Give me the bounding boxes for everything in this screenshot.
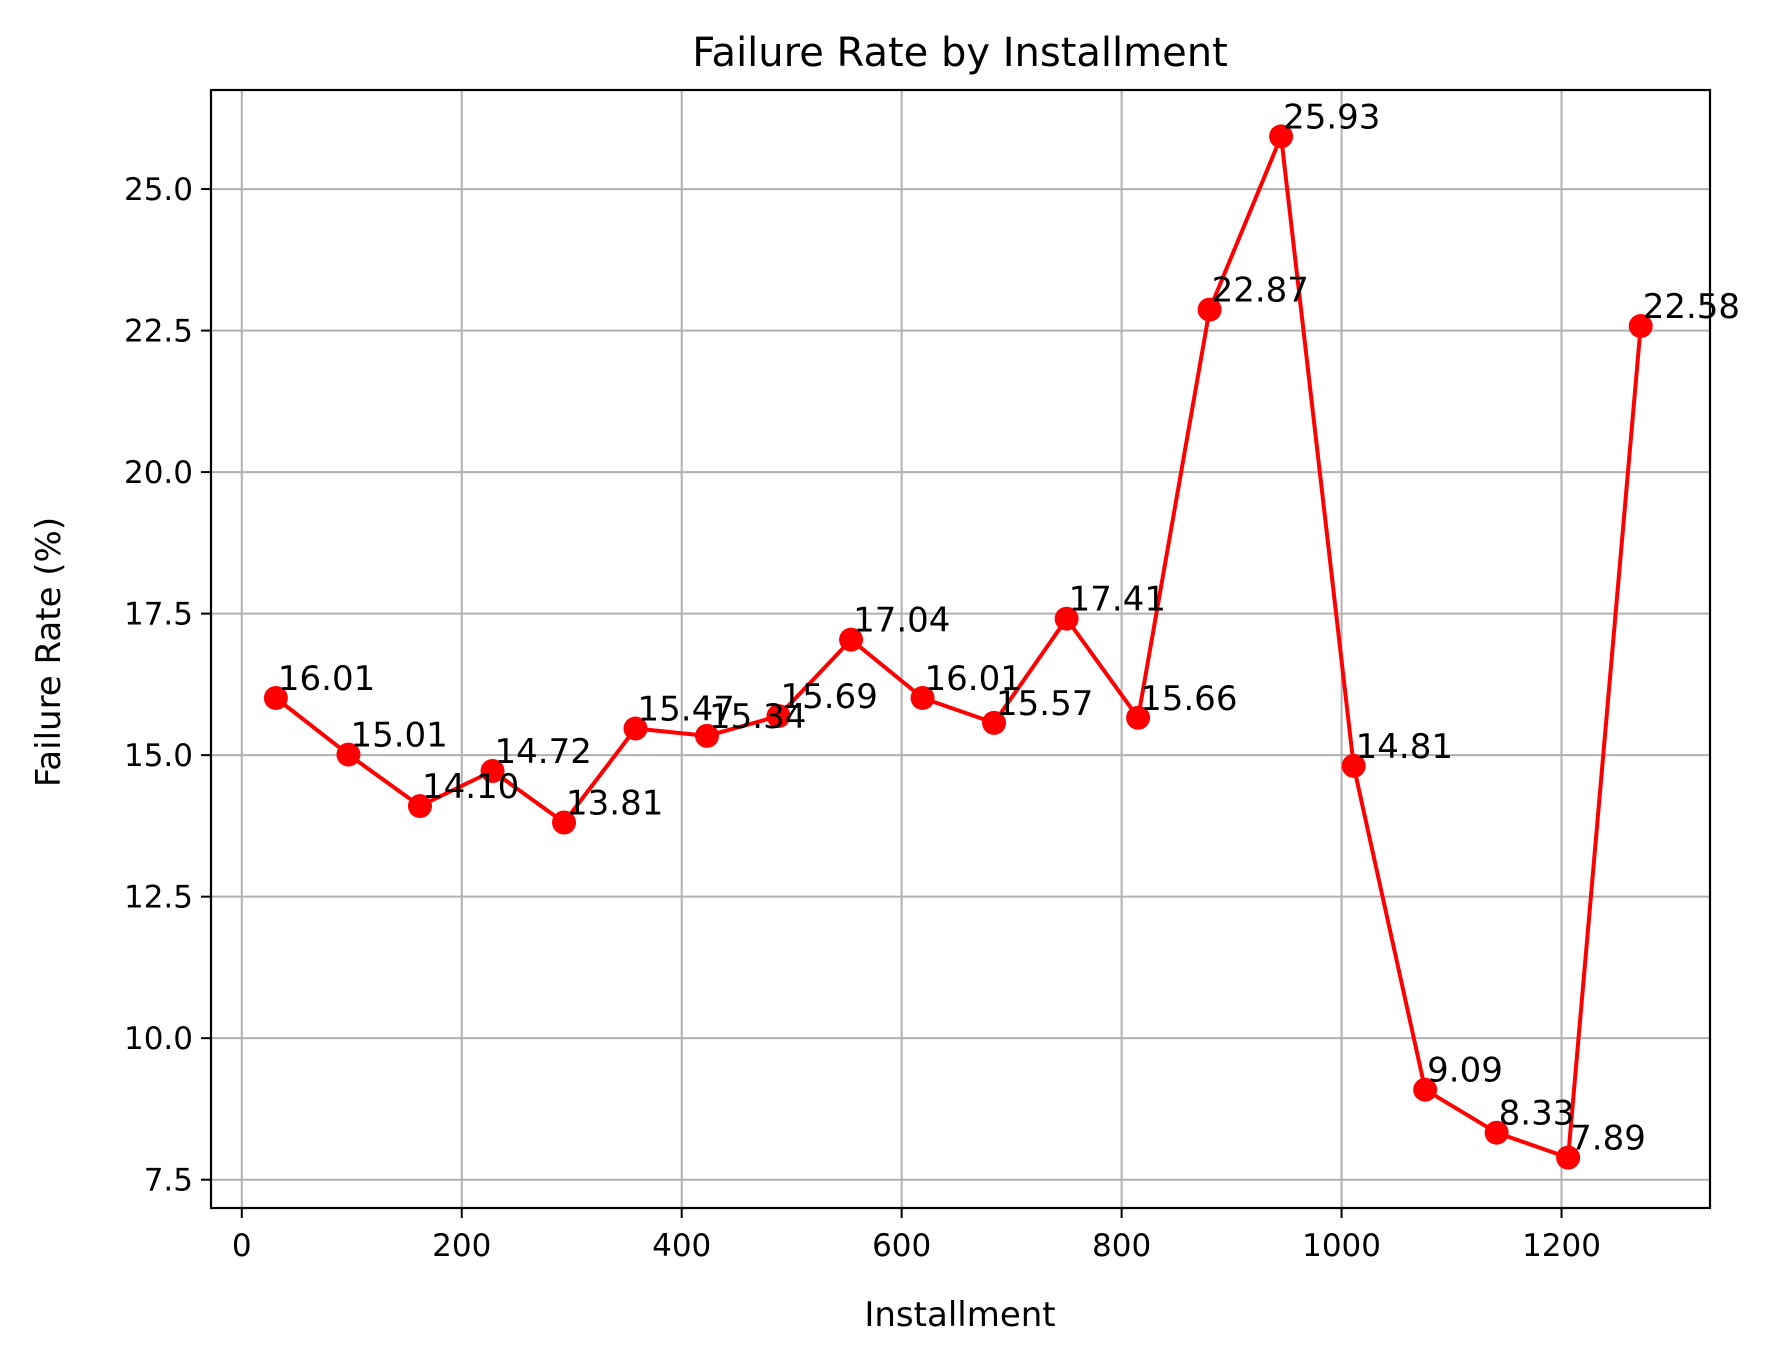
data-point [1341, 753, 1366, 778]
data-point [480, 758, 505, 783]
y-tick-label: 22.5 [124, 314, 193, 350]
data-point [766, 704, 791, 729]
y-tick-label: 15.0 [124, 738, 193, 774]
data-label: 25.93 [1283, 97, 1380, 137]
data-point [1484, 1120, 1509, 1145]
y-tick-label: 10.0 [124, 1021, 193, 1057]
x-axis-label: Installment [864, 1295, 1055, 1335]
data-point [1269, 124, 1294, 149]
data-label: 15.47 [638, 690, 735, 730]
y-tick-label: 12.5 [124, 880, 193, 916]
data-label: 14.72 [495, 732, 592, 772]
series-layer [263, 124, 1653, 1170]
x-tick-label: 200 [432, 1228, 491, 1264]
data-point [839, 627, 864, 652]
ticks: 0 200 400 600 800 1000 1200 7.5 10.0 12.5 15.0 17.5… [124, 172, 1601, 1264]
x-tick-label: 1000 [1302, 1228, 1381, 1264]
data-point [407, 794, 432, 819]
data-label: 15.01 [350, 716, 447, 756]
x-tick-label: 600 [872, 1228, 931, 1264]
data-label: 14.10 [422, 767, 519, 807]
data-point [1413, 1077, 1438, 1102]
x-tick-label: 0 [232, 1228, 252, 1264]
data-label: 16.01 [925, 659, 1022, 699]
data-label: 13.81 [566, 784, 663, 824]
chart-title: Failure Rate by Installment [692, 30, 1228, 76]
data-label: 15.57 [996, 684, 1093, 724]
data-label: 15.66 [1140, 679, 1237, 719]
data-label: 22.87 [1212, 271, 1309, 311]
data-point [1126, 705, 1151, 730]
data-point [982, 710, 1007, 735]
data-label: 15.69 [780, 677, 877, 717]
y-tick-label: 20.0 [124, 455, 193, 491]
data-label: 17.41 [1069, 580, 1166, 620]
data-point [1628, 314, 1653, 339]
data-point [623, 716, 648, 741]
data-label: 15.34 [709, 697, 806, 737]
data-point [1556, 1145, 1581, 1170]
y-tick-label: 7.5 [144, 1163, 193, 1199]
data-label: 22.58 [1643, 287, 1740, 327]
y-tick-label: 25.0 [124, 172, 193, 208]
data-point [336, 742, 361, 767]
data-point [552, 810, 577, 835]
data-label: 7.89 [1570, 1119, 1646, 1159]
x-tick-label: 800 [1092, 1228, 1151, 1264]
data-point [695, 723, 720, 748]
y-tick-label: 17.5 [124, 597, 193, 633]
data-label: 17.04 [853, 601, 950, 641]
data-point [1197, 297, 1222, 322]
data-label: 16.01 [278, 659, 375, 699]
x-tick-label: 400 [652, 1228, 711, 1264]
data-label: 9.09 [1427, 1051, 1503, 1091]
x-tick-label: 1200 [1522, 1228, 1601, 1264]
y-axis-label: Failure Rate (%) [29, 517, 69, 787]
plot-frame [209, 88, 1712, 1210]
data-point [263, 685, 288, 710]
data-label: 14.81 [1356, 727, 1453, 767]
data-point [910, 685, 935, 710]
data-point [1054, 606, 1079, 631]
series-line [274, 134, 1643, 1160]
data-label: 8.33 [1499, 1094, 1575, 1134]
